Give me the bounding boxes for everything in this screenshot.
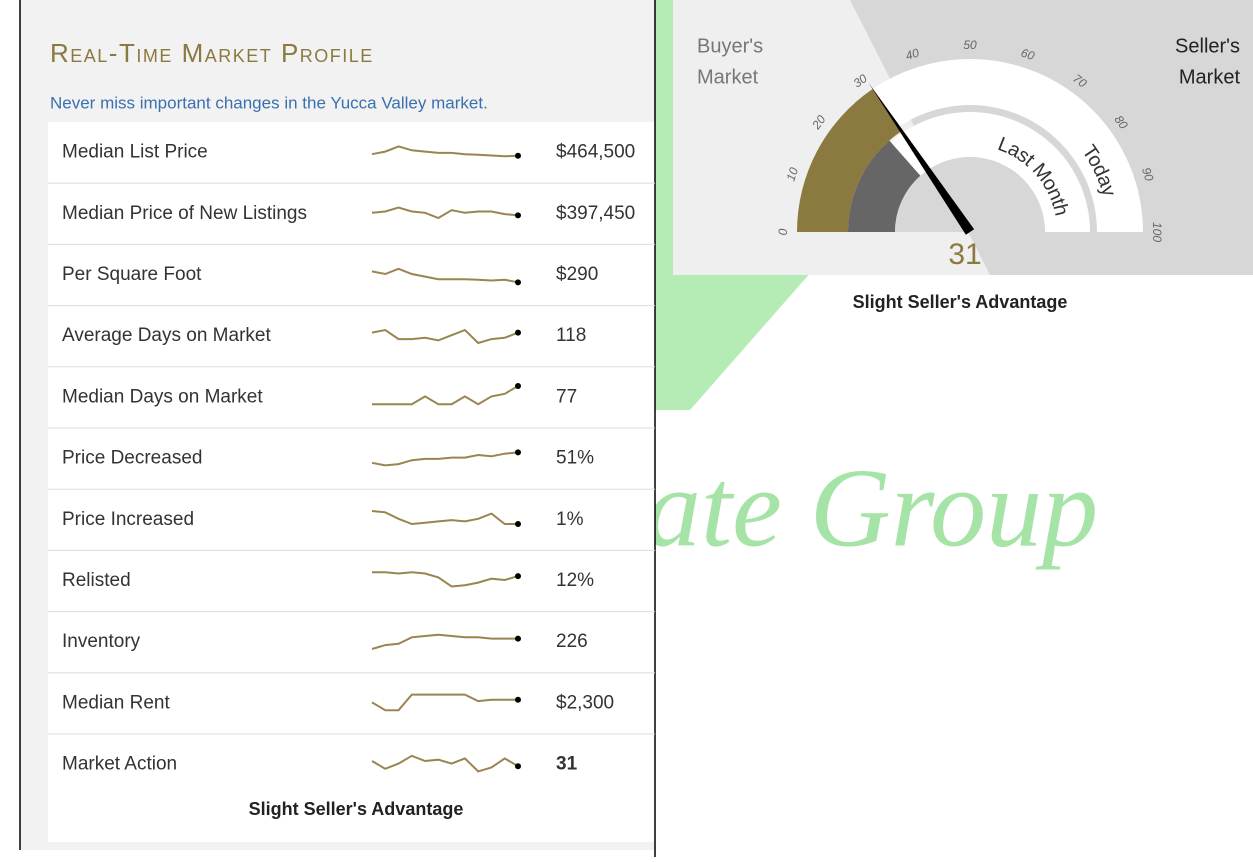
watermark: ate Group <box>645 447 1098 571</box>
sparkline-end <box>515 383 521 389</box>
buyer-label: Buyer's <box>697 35 763 57</box>
sparkline-end <box>515 521 521 527</box>
row-label: Median Rent <box>62 692 170 713</box>
row-label: Median Days on Market <box>62 386 263 407</box>
row-value: 226 <box>556 631 588 652</box>
row-value: $464,500 <box>556 142 635 163</box>
row-value: 118 <box>556 325 586 346</box>
row-value: 31 <box>556 754 578 775</box>
seller-label: Seller's <box>1175 35 1240 57</box>
sparkline <box>371 206 519 220</box>
profile-footer: Slight Seller's Advantage <box>249 799 464 819</box>
sparkline <box>371 451 519 467</box>
sparkline-end <box>515 635 521 642</box>
gauge-caption: Slight Seller's Advantage <box>853 292 1068 312</box>
row-value: 77 <box>556 386 577 407</box>
sparkline-end <box>515 573 521 580</box>
gauge-tick-label: 0 <box>776 228 790 235</box>
sparkline <box>371 510 518 526</box>
gauge-tick-label: 50 <box>963 38 977 52</box>
sparkline-end <box>515 696 521 703</box>
gauge-tick-label: 40 <box>904 45 921 63</box>
row-value: $397,450 <box>556 203 635 224</box>
sparkline <box>371 328 519 345</box>
sparkline <box>371 145 519 158</box>
row-value: 12% <box>556 570 594 591</box>
row-value: $290 <box>556 264 598 285</box>
gauge-tick-label: 100 <box>1150 222 1164 242</box>
gauge-tick-label: 60 <box>1019 46 1036 64</box>
row-label: Price Decreased <box>62 448 202 469</box>
row-label: Price Increased <box>62 509 194 530</box>
row-label: Per Square Foot <box>62 264 202 285</box>
sparkline <box>372 571 519 588</box>
sparkline-end <box>515 212 521 219</box>
sparkline-end <box>515 152 521 159</box>
sparkline-end <box>515 763 521 770</box>
row-label: Inventory <box>62 631 141 652</box>
sparkline-end <box>515 449 521 456</box>
row-label: Median Price of New Listings <box>62 203 307 224</box>
row-value: 51% <box>556 448 594 469</box>
sparkline <box>371 267 519 284</box>
profile-title: Real-Time Market Profile <box>50 38 374 68</box>
last-month-arc <box>848 140 921 232</box>
needle <box>868 83 975 235</box>
today-arc <box>797 88 902 232</box>
buyer-label: Market <box>697 66 759 88</box>
row-label: Median List Price <box>62 142 208 163</box>
row-value: 1% <box>556 509 584 530</box>
outer-band <box>797 59 1143 232</box>
profile-subtitle: Never miss important changes in the Yucc… <box>50 93 488 112</box>
seller-label: Market <box>1179 66 1241 88</box>
sparkline-end <box>515 279 521 286</box>
sparkline <box>372 385 519 406</box>
profile-table <box>48 122 655 842</box>
sparkline <box>371 754 519 773</box>
gauge-tick-label: 90 <box>1139 166 1157 183</box>
gauge-tick-label: 10 <box>784 165 802 182</box>
gauge-tick-label: 20 <box>809 112 829 132</box>
sparkline <box>371 693 518 712</box>
gauge-value: 31 <box>948 238 981 271</box>
sparkline-end <box>515 329 521 336</box>
row-label: Relisted <box>62 570 131 591</box>
row-label: Average Days on Market <box>62 325 271 346</box>
row-value: $2,300 <box>556 692 614 713</box>
row-label: Market Action <box>62 754 177 775</box>
sparkline <box>371 633 518 650</box>
